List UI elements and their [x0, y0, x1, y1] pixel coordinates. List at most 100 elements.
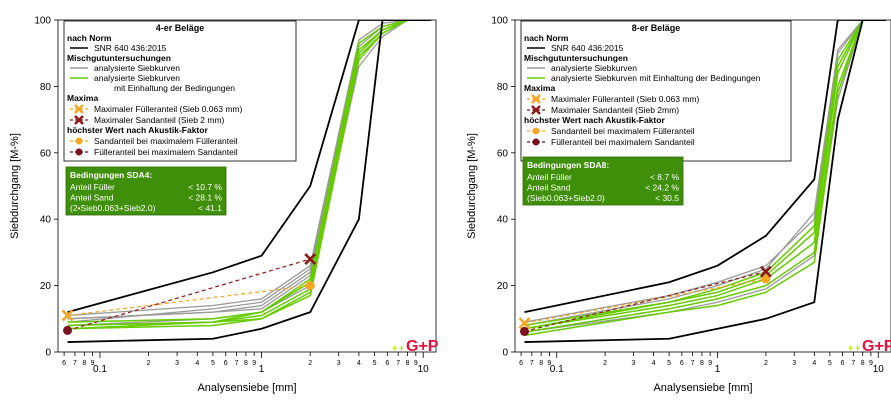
conditions-background	[522, 156, 684, 206]
max-filler-connector	[524, 278, 767, 324]
legend-heading-mix: Mischgutuntersuchungen	[524, 53, 628, 63]
plot-area	[67, 20, 432, 343]
conditions-row-value: < 10.7 %	[188, 182, 222, 192]
logo-plus-mark: +	[848, 343, 853, 353]
sieve-curve-conforming	[524, 20, 887, 337]
conditions-box: Bedingungen SDA4: Anteil Füller < 10.7 % An…	[65, 166, 227, 216]
legend-heading-maxima: Maxima	[524, 83, 555, 93]
y-tick-label: 60	[40, 148, 52, 159]
legend-item-norm: SNR 640 436:2015	[551, 43, 624, 53]
x-tick-label: 6	[680, 360, 684, 367]
x-tick-label: 8	[861, 360, 865, 367]
x-tick-label: 9	[252, 360, 256, 367]
conditions-row-value: < 30.5	[655, 193, 679, 203]
x-tick-label: 5	[373, 360, 377, 367]
conditions-row-value: < 28.1 %	[188, 193, 222, 203]
x-tick-label: 7	[851, 360, 855, 367]
legend-title: 4-er Beläge	[156, 23, 205, 33]
x-tick-label: 7	[73, 360, 77, 367]
norm-lower-limit	[524, 20, 887, 343]
legend-heading-norm: nach Norm	[67, 33, 112, 43]
x-tick-label: 10	[873, 364, 885, 375]
legend-swatch-acoustic-filler-dot	[75, 148, 83, 156]
legend-item-max-filler: Maximaler Fülleranteil (Sieb 0.063 mm)	[94, 104, 242, 114]
max-filler-marker	[61, 309, 74, 322]
sieve-curve-analyzed	[524, 20, 887, 327]
conditions-row-label: Anteil Sand	[527, 183, 571, 193]
x-tick-label: 0.1	[550, 364, 564, 375]
acoustic-filler-marker	[63, 325, 73, 335]
x-tick-label: 2	[147, 360, 151, 367]
y-tick-label: 0	[502, 348, 508, 359]
legend-box	[520, 20, 792, 162]
x-tick-label: 4	[357, 360, 361, 367]
y-tick-label: 40	[497, 215, 509, 226]
x-tick-label: 5	[828, 360, 832, 367]
acoustic-sand-marker	[761, 274, 771, 284]
max-filler-marker	[518, 317, 531, 330]
conditions-background	[65, 166, 227, 216]
y-tick-label: 20	[40, 281, 52, 292]
legend-item-conforming: analysierte Siebkurven	[94, 73, 180, 83]
legend-heading-maxima: Maxima	[67, 93, 98, 103]
legend-heading-acoustic: höchster Wert nach Akustik-Faktor	[67, 125, 208, 135]
legend-swatch-acoustic-sand-dot	[532, 127, 540, 135]
x-tick-label: 9	[91, 360, 95, 367]
legend-swatch-max-sand-x	[531, 105, 541, 115]
x-axis-label: Analysensiebe [mm]	[197, 382, 296, 394]
x-tick-label: 9	[869, 360, 873, 367]
y-tick-label: 80	[497, 82, 509, 93]
legend-title: 8-er Beläge	[632, 23, 681, 33]
x-tick-label: 7	[396, 360, 400, 367]
logo-text: G+P	[862, 338, 891, 355]
max-sand-marker	[304, 253, 317, 265]
x-tick-label: 6	[385, 360, 389, 367]
y-tick-label: 0	[45, 348, 51, 359]
legend-item-analyzed: analysierte Siebkurven	[551, 63, 637, 73]
x-tick-label: 6	[62, 360, 66, 367]
x-tick-label: 9	[708, 360, 712, 367]
x-tick-label: 3	[792, 360, 796, 367]
x-tick-label: 7	[235, 360, 239, 367]
legend-item-acoustic-filler: Fülleranteil bei maximalem Sandanteil	[94, 147, 238, 157]
x-tick-label: 10	[418, 364, 430, 375]
x-tick-label: 7	[530, 360, 534, 367]
x-tick-label: 4	[652, 360, 656, 367]
sieve-curve-conforming	[67, 20, 432, 330]
y-axis-label: Siebdurchgang [M-%]	[9, 133, 21, 239]
y-axis-label: Siebdurchgang [M-%]	[466, 133, 478, 239]
conditions-row-label: (2•Sieb0.063+Sieb2.0)	[70, 203, 156, 213]
logo-plus-mark: +	[392, 343, 397, 353]
max-sand-marker	[759, 265, 772, 278]
legend-item-acoustic-filler: Fülleranteil bei maximalem Sandanteil	[551, 137, 695, 147]
max-filler-connector	[67, 285, 311, 317]
plot-frame	[514, 19, 891, 353]
legend-item-conforming-cont: mit Einhaltung der Bedingungen	[114, 83, 235, 93]
x-tick-label: 4	[812, 360, 816, 367]
legend-swatch-max-filler-x	[531, 94, 541, 104]
x-tick-label: 0.1	[93, 364, 107, 375]
x-tick-label: 1	[259, 364, 265, 375]
conditions-row-label: Anteil Füller	[527, 172, 572, 182]
plot-frame	[57, 19, 437, 353]
x-tick-label: 3	[175, 360, 179, 367]
x-tick-label: 6	[519, 360, 523, 367]
x-tick-label: 5	[667, 360, 671, 367]
y-tick-label: 40	[40, 215, 52, 226]
acoustic-sand-marker	[305, 281, 315, 291]
sieve-curve-conforming	[524, 20, 887, 330]
conditions-row-value: < 24.2 %	[645, 183, 679, 193]
logo-plus-mark: +	[855, 343, 860, 353]
norm-upper-limit	[67, 20, 432, 314]
gp-logo: + + G+P	[392, 338, 439, 355]
norm-upper-limit	[524, 20, 887, 314]
logo-plus-mark: +	[399, 343, 404, 353]
x-tick-label: 6	[841, 360, 845, 367]
x-tick-label: 3	[631, 360, 635, 367]
y-tick-label: 100	[34, 16, 51, 27]
conditions-title: Bedingungen SDA4:	[70, 170, 152, 180]
x-tick-label: 8	[82, 360, 86, 367]
